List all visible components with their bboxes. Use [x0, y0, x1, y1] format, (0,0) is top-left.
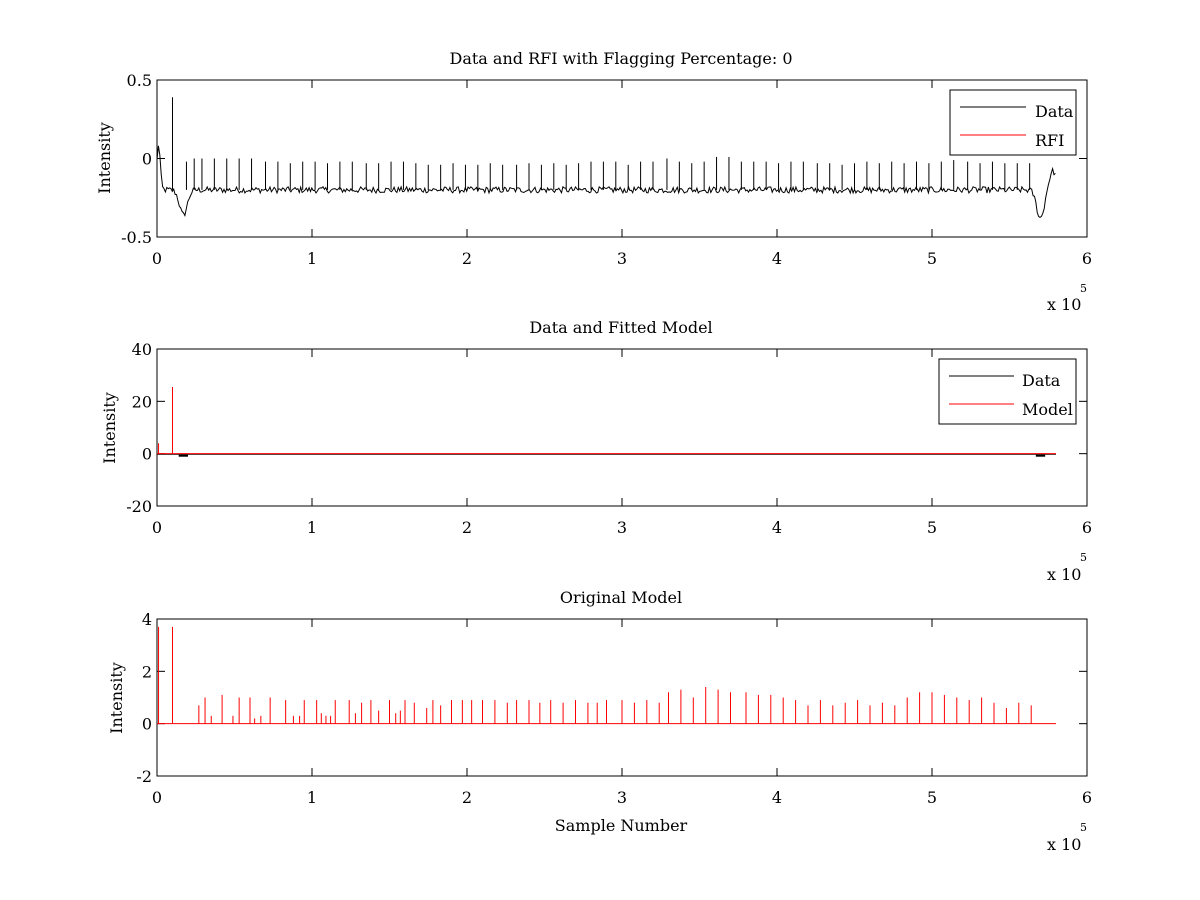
legend: Data Model [938, 358, 1077, 425]
y-tick-label: 4 [142, 610, 152, 629]
legend-label-model: Model [1022, 400, 1073, 419]
x-tick-label: 6 [1082, 249, 1092, 268]
x-tick-label: 6 [1082, 788, 1092, 807]
x-tick-label: 3 [617, 788, 627, 807]
x-tick-label: 2 [462, 249, 472, 268]
legend-label-rfi: RFI [1035, 131, 1064, 150]
legend-box [949, 89, 1077, 156]
y-tick-label: 20 [132, 392, 152, 411]
x-tick-label: 1 [307, 518, 317, 537]
chart-title: Data and Fitted Model [529, 318, 712, 337]
x-exponent: 5 [1080, 821, 1087, 834]
series-data-line [156, 145, 1056, 218]
legend-label-data: Data [1035, 102, 1074, 121]
legend-label-data: Data [1022, 371, 1061, 390]
x-exponent: 5 [1080, 282, 1087, 295]
x-tick-label: 4 [772, 518, 782, 537]
x-exponent: 5 [1080, 551, 1087, 564]
x-tick-label: 3 [617, 249, 627, 268]
y-axis-label: Intensity [107, 662, 126, 734]
chart-title: Original Model [560, 588, 682, 607]
x-exponent-label: x 10 [1047, 295, 1081, 314]
x-tick-label: 1 [307, 249, 317, 268]
x-tick-label: 4 [772, 788, 782, 807]
x-exponent-label: x 10 [1047, 835, 1081, 854]
x-tick-label: 0 [152, 518, 162, 537]
y-tick-label: -2 [136, 767, 152, 786]
y-tick-label: -0.5 [121, 228, 152, 247]
plot-area: 0 1 2 3 4 5 6-0.500.5 [121, 71, 1092, 268]
y-tick-label: 0 [142, 150, 152, 169]
y-tick-label: 2 [142, 662, 152, 681]
x-axis-label: Sample Number [555, 816, 688, 835]
x-tick-label: 3 [617, 518, 627, 537]
x-tick-label: 1 [307, 788, 317, 807]
x-tick-label: 6 [1082, 518, 1092, 537]
panel-data-rfi: 0 1 2 3 4 5 6-0.500.5 Data and RFI with Flaggi… [95, 49, 1092, 314]
y-tick-label: -20 [126, 497, 152, 516]
y-axis-label: Intensity [95, 122, 114, 194]
x-tick-label: 5 [927, 518, 937, 537]
x-tick-label: 5 [927, 249, 937, 268]
y-tick-label: 0 [142, 445, 152, 464]
x-tick-label: 0 [152, 249, 162, 268]
legend-box [938, 358, 1077, 425]
y-tick-label: 0.5 [127, 71, 152, 90]
x-tick-label: 0 [152, 788, 162, 807]
y-tick-label: 40 [132, 340, 152, 359]
x-exponent-label: x 10 [1047, 565, 1081, 584]
x-tick-label: 2 [462, 518, 472, 537]
x-tick-label: 4 [772, 249, 782, 268]
x-tick-label: 5 [927, 788, 937, 807]
legend: Data RFI [949, 89, 1077, 156]
x-tick-label: 2 [462, 788, 472, 807]
y-axis-label: Intensity [100, 392, 119, 464]
y-tick-label: 0 [142, 715, 152, 734]
chart-title: Data and RFI with Flagging Percentage: 0 [449, 49, 792, 68]
